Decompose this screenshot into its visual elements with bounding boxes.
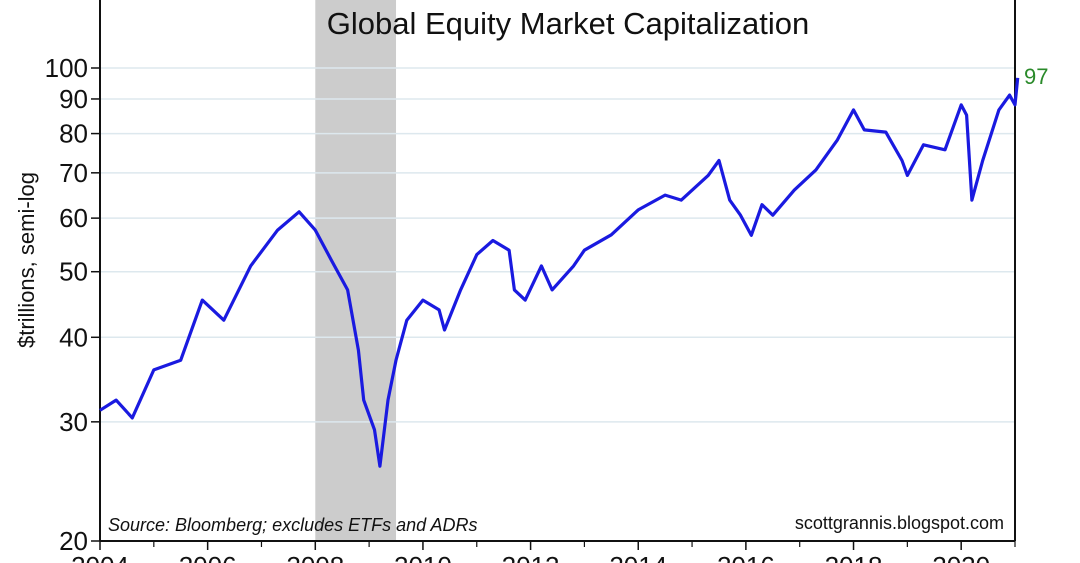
x-tick-label: 2012 [502, 551, 560, 563]
y-tick-label: 20 [59, 526, 88, 556]
x-tick-label: 2010 [394, 551, 452, 563]
series-line [99, 77, 1020, 468]
y-tick-label: 100 [45, 53, 88, 83]
source-note: Source: Bloomberg; excludes ETFs and ADR… [108, 515, 478, 535]
y-tick-label: 50 [59, 257, 88, 287]
chart-title: Global Equity Market Capitalization [327, 6, 809, 41]
x-tick-label: 2016 [717, 551, 775, 563]
recession-shading [315, 0, 397, 541]
x-tick-labels: 2004 2006 2008 2010 2012 2014 2016 2018 2020 [71, 551, 990, 563]
x-tick-label: 2004 [71, 551, 129, 563]
gridlines [100, 67, 1015, 423]
y-tick-label: 40 [59, 322, 88, 352]
end-value-label: 97 [1024, 64, 1048, 89]
x-tick-label: 2020 [932, 551, 990, 563]
y-tick-label: 60 [59, 203, 88, 233]
x-tick-label: 2008 [286, 551, 344, 563]
y-tick-label: 70 [59, 158, 88, 188]
x-tick-label: 2014 [609, 551, 667, 563]
y-axis-label: $trillions, semi-log [14, 172, 39, 348]
x-tick-label: 2018 [825, 551, 883, 563]
y-tick-label: 90 [59, 84, 88, 114]
y-tick-label: 80 [59, 119, 88, 149]
y-tick-label: 30 [59, 407, 88, 437]
axes [91, 0, 1016, 550]
x-tick-label: 2006 [179, 551, 237, 563]
credit-note: scottgrannis.blogspot.com [795, 513, 1004, 533]
